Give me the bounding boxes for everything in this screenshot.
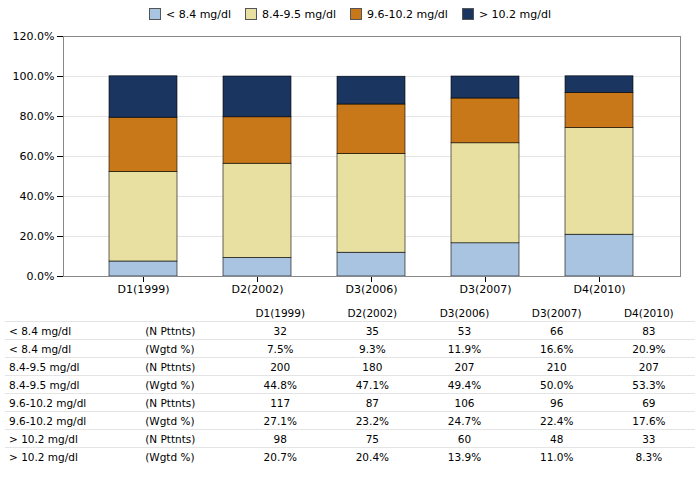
html-text:47.1%: 47.1% — [355, 378, 389, 391]
html-text:22.4%: 22.4% — [540, 414, 574, 427]
svg-text:D3(2006): D3(2006) — [345, 283, 397, 296]
svg-text:100.0%: 100.0% — [13, 70, 55, 83]
html-text:23.2%: 23.2% — [355, 414, 389, 427]
html-text:< 8.4 mg/dl: < 8.4 mg/dl — [9, 324, 72, 337]
svg-text:60.0%: 60.0% — [20, 150, 55, 163]
html-text:66: 66 — [550, 324, 564, 337]
html-text:9.6-10.2 mg/dl: 9.6-10.2 mg/dl — [9, 414, 87, 427]
svg-text:D2(2002): D2(2002) — [231, 283, 283, 296]
html-text:(Wgtd %): (Wgtd %) — [145, 450, 195, 463]
html-text:9.6-10.2 mg/dl: 9.6-10.2 mg/dl — [367, 7, 448, 21]
html-text:8.4-9.5 mg/dl: 8.4-9.5 mg/dl — [9, 360, 80, 373]
html-text:27.1%: 27.1% — [263, 414, 297, 427]
html-text:> 10.2 mg/dl: > 10.2 mg/dl — [478, 7, 552, 21]
html-text:13.9%: 13.9% — [447, 450, 482, 463]
html-text:D4(2010): D4(2010) — [624, 306, 674, 319]
html-text:48: 48 — [550, 432, 564, 445]
html-text:96: 96 — [550, 396, 564, 409]
html-text:200: 200 — [270, 360, 291, 373]
html-text:53: 53 — [457, 324, 472, 337]
html-text:8.4-9.5 mg/dl: 8.4-9.5 mg/dl — [9, 378, 80, 391]
html-text:83: 83 — [642, 324, 656, 337]
html-text:D3(2006): D3(2006) — [439, 306, 490, 319]
html-text:33: 33 — [642, 432, 656, 445]
svg-text:80.0%: 80.0% — [20, 110, 55, 123]
html-text:180: 180 — [362, 360, 383, 373]
html-text:17.6%: 17.6% — [632, 414, 666, 427]
html-text:35: 35 — [365, 324, 380, 337]
svg-text:0.0%: 0.0% — [27, 270, 55, 283]
html-text:11.9%: 11.9% — [447, 342, 482, 355]
html-text:210: 210 — [546, 360, 567, 373]
svg-text:20.0%: 20.0% — [20, 230, 55, 243]
svg-text:40.0%: 40.0% — [20, 190, 55, 203]
html-text:(N Pttnts): (N Pttnts) — [145, 432, 196, 445]
html-text:9.3%: 9.3% — [359, 342, 386, 355]
html-text:> 10.2 mg/dl: > 10.2 mg/dl — [9, 432, 78, 445]
html-text:9.6-10.2 mg/dl: 9.6-10.2 mg/dl — [9, 396, 87, 409]
html-text:(Wgtd %): (Wgtd %) — [145, 414, 195, 427]
html-text:D2(2002): D2(2002) — [347, 306, 398, 319]
html-text:D1(1999): D1(1999) — [255, 306, 306, 319]
html-text:> 10.2 mg/dl: > 10.2 mg/dl — [9, 450, 78, 463]
svg-text:D3(2007): D3(2007) — [459, 283, 511, 296]
html-text:< 8.4 mg/dl: < 8.4 mg/dl — [165, 7, 232, 21]
html-text:7.5%: 7.5% — [266, 342, 294, 355]
html-text:44.8%: 44.8% — [263, 378, 297, 391]
html-text:75: 75 — [365, 432, 380, 445]
html-text:16.6%: 16.6% — [540, 342, 574, 355]
svg-text:D4(2010): D4(2010) — [573, 283, 625, 296]
html-text:20.4%: 20.4% — [355, 450, 389, 463]
html-text:207: 207 — [454, 360, 475, 373]
html-text:(N Pttnts): (N Pttnts) — [145, 324, 196, 337]
html-text:98: 98 — [273, 432, 287, 445]
html-text:50.0%: 50.0% — [540, 378, 574, 391]
html-text:20.7%: 20.7% — [263, 450, 297, 463]
svg-text:120.0%: 120.0% — [13, 30, 55, 43]
html-text:24.7%: 24.7% — [447, 414, 482, 427]
html-text:20.9%: 20.9% — [632, 342, 666, 355]
html-text:11.0%: 11.0% — [540, 450, 574, 463]
html-text:(N Pttnts): (N Pttnts) — [145, 360, 196, 373]
html-text:87: 87 — [365, 396, 380, 409]
html-text:60: 60 — [457, 432, 472, 445]
html-text:69: 69 — [642, 396, 656, 409]
svg-text:D1(1999): D1(1999) — [117, 283, 169, 296]
html-text:32: 32 — [273, 324, 287, 337]
html-text:8.4-9.5 mg/dl: 8.4-9.5 mg/dl — [262, 7, 336, 21]
html-text:(N Pttnts): (N Pttnts) — [145, 396, 196, 409]
html-text:49.4%: 49.4% — [447, 378, 482, 391]
html-text:207: 207 — [638, 360, 659, 373]
html-text:8.3%: 8.3% — [635, 450, 663, 463]
html-text:(Wgtd %): (Wgtd %) — [145, 378, 195, 391]
html-text:53.3%: 53.3% — [632, 378, 666, 391]
html-text:D3(2007): D3(2007) — [531, 306, 582, 319]
html-text:106: 106 — [454, 396, 475, 409]
html-text:117: 117 — [270, 396, 291, 409]
html-text:< 8.4 mg/dl: < 8.4 mg/dl — [9, 342, 72, 355]
html-text:(Wgtd %): (Wgtd %) — [145, 342, 195, 355]
